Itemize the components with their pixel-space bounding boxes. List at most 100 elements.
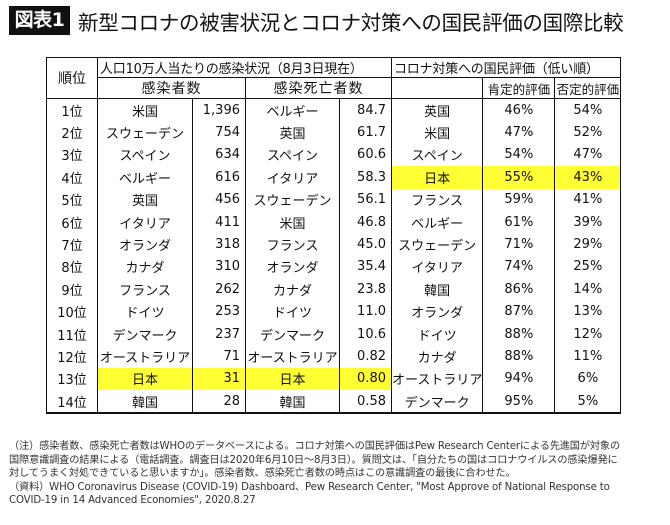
deaths-value-cell: 11.0	[339, 300, 392, 323]
cases-country-cell: ベルギー	[97, 166, 193, 189]
cases-value-cell: 28	[192, 390, 246, 415]
cases-value-cell: 310	[192, 255, 246, 279]
header-deaths: 感染死亡者数	[245, 77, 392, 99]
rating-country-cell: フランス	[390, 188, 484, 211]
cases-country-cell: オランダ	[97, 233, 193, 256]
table-row: 5位 英国 456 スウェーデン 56.1 フランス 59% 41%	[46, 188, 622, 211]
negative-cell: 6%	[554, 367, 622, 391]
rank-cell: 7位	[46, 233, 98, 256]
table-row: 3位 スペイン 634 スペイン 60.6 スペイン 54% 47%	[46, 143, 622, 167]
figure-title: 新型コロナの被害状況とコロナ対策への国民評価の国際比較	[78, 10, 624, 35]
deaths-country-cell: スペイン	[245, 143, 340, 167]
negative-cell: 43%	[554, 166, 622, 189]
header-infection-group: 人口10万人当たりの感染状況（8月3日現在）	[97, 57, 392, 78]
rating-country-cell: 米国	[390, 121, 484, 144]
rank-cell: 8位	[46, 255, 98, 279]
table-row: 9位 フランス 262 カナダ 23.8 韓国 86% 14%	[46, 278, 622, 301]
positive-cell: 71%	[482, 233, 556, 256]
rating-country-cell: ベルギー	[390, 210, 484, 234]
negative-cell: 14%	[554, 278, 622, 301]
deaths-value-cell: 46.8	[339, 210, 392, 234]
deaths-country-cell: オーストラリア	[245, 345, 340, 368]
positive-cell: 54%	[482, 143, 556, 167]
note-line: 対してうまく対処できていると思いますか」。感染者数、感染死亡者数の時点はこの意識…	[9, 468, 516, 480]
cases-value-cell: 318	[192, 233, 246, 256]
cases-country-cell: イタリア	[97, 210, 193, 234]
cases-value-cell: 262	[192, 278, 246, 301]
negative-cell: 41%	[554, 188, 622, 211]
table-row: 13位 日本 31 日本 0.80 オーストラリア 94% 6%	[46, 367, 622, 391]
positive-cell: 59%	[482, 188, 556, 211]
source-line: （資料）WHO Coronavirus Disease (COVID-19) D…	[9, 481, 610, 493]
rating-country-cell: ドイツ	[390, 322, 484, 346]
deaths-country-cell: フランス	[245, 233, 340, 256]
cases-value-cell: 754	[192, 121, 246, 144]
rank-cell: 13位	[46, 367, 98, 391]
deaths-value-cell: 56.1	[339, 188, 392, 211]
negative-cell: 29%	[554, 233, 622, 256]
negative-cell: 52%	[554, 121, 622, 144]
negative-cell: 25%	[554, 255, 622, 279]
deaths-value-cell: 45.0	[339, 233, 392, 256]
deaths-value-cell: 10.6	[339, 322, 392, 346]
cases-country-cell: ドイツ	[97, 300, 193, 323]
table-row: 12位 オーストラリア 71 オーストラリア 0.82 カナダ 88% 11%	[46, 345, 622, 368]
cases-value-cell: 616	[192, 166, 246, 189]
rank-cell: 5位	[46, 188, 98, 211]
cases-country-cell: オーストラリア	[97, 345, 193, 368]
cases-value-cell: 253	[192, 300, 246, 323]
cases-country-cell: デンマーク	[97, 322, 193, 346]
rank-cell: 14位	[46, 390, 98, 415]
cases-country-cell: スウェーデン	[97, 121, 193, 144]
cases-value-cell: 71	[192, 345, 246, 368]
positive-cell: 61%	[482, 210, 556, 234]
deaths-country-cell: 日本	[245, 367, 340, 391]
positive-cell: 95%	[482, 390, 556, 415]
cases-country-cell: スペイン	[97, 143, 193, 167]
deaths-country-cell: デンマーク	[245, 322, 340, 346]
cases-country-cell: フランス	[97, 278, 193, 301]
cases-country-cell: カナダ	[97, 255, 193, 279]
rank-cell: 6位	[46, 210, 98, 234]
negative-cell: 5%	[554, 390, 622, 415]
positive-cell: 88%	[482, 322, 556, 346]
positive-cell: 86%	[482, 278, 556, 301]
deaths-country-cell: ベルギー	[245, 98, 340, 122]
table-row: 7位 オランダ 318 フランス 45.0 スウェーデン 71% 29%	[46, 233, 622, 256]
rating-country-cell: オーストラリア	[390, 367, 484, 391]
deaths-value-cell: 60.6	[339, 143, 392, 167]
cases-country-cell: 日本	[97, 367, 193, 391]
header-rank: 順位	[46, 57, 98, 99]
rank-cell: 11位	[46, 322, 98, 346]
rank-cell: 9位	[46, 278, 98, 301]
header-rating-group: コロナ対策への国民評価（低い順）	[390, 57, 622, 78]
table-row: 14位 韓国 28 韓国 0.58 デンマーク 95% 5%	[46, 390, 622, 415]
table-row: 11位 デンマーク 237 デンマーク 10.6 ドイツ 88% 12%	[46, 322, 622, 346]
cases-country-cell: 韓国	[97, 390, 193, 415]
table-row: 8位 カナダ 310 オランダ 35.4 イタリア 74% 25%	[46, 255, 622, 279]
deaths-value-cell: 0.80	[339, 367, 392, 391]
note-line: 国際意識調査の結果による（電話調査。調査日は2020年6月10日～8月3日）。質…	[9, 454, 618, 466]
negative-cell: 13%	[554, 300, 622, 323]
table-row: 4位 ベルギー 616 イタリア 58.3 日本 55% 43%	[46, 166, 622, 189]
rating-country-cell: デンマーク	[390, 390, 484, 415]
negative-cell: 54%	[554, 98, 622, 122]
positive-cell: 94%	[482, 367, 556, 391]
cases-value-cell: 1,396	[192, 98, 246, 122]
header-negative: 否定的評価	[554, 77, 622, 99]
rating-country-cell: スウェーデン	[390, 233, 484, 256]
cases-country-cell: 米国	[97, 98, 193, 122]
deaths-value-cell: 84.7	[339, 98, 392, 122]
rating-country-cell: 韓国	[390, 278, 484, 301]
cases-country-cell: 英国	[97, 188, 193, 211]
rating-country-cell: オランダ	[390, 300, 484, 323]
deaths-value-cell: 0.82	[339, 345, 392, 368]
cases-value-cell: 634	[192, 143, 246, 167]
table-row: 2位 スウェーデン 754 英国 61.7 米国 47% 52%	[46, 121, 622, 144]
deaths-country-cell: イタリア	[245, 166, 340, 189]
deaths-value-cell: 58.3	[339, 166, 392, 189]
cases-value-cell: 411	[192, 210, 246, 234]
source-line: COVID-19 in 14 Advanced Economies", 2020…	[9, 495, 256, 507]
rating-country-cell: スペイン	[390, 143, 484, 167]
note-line: （注）感染者数、感染死亡者数はWHOのデータベースによる。コロナ対策への国民評価…	[9, 441, 620, 452]
